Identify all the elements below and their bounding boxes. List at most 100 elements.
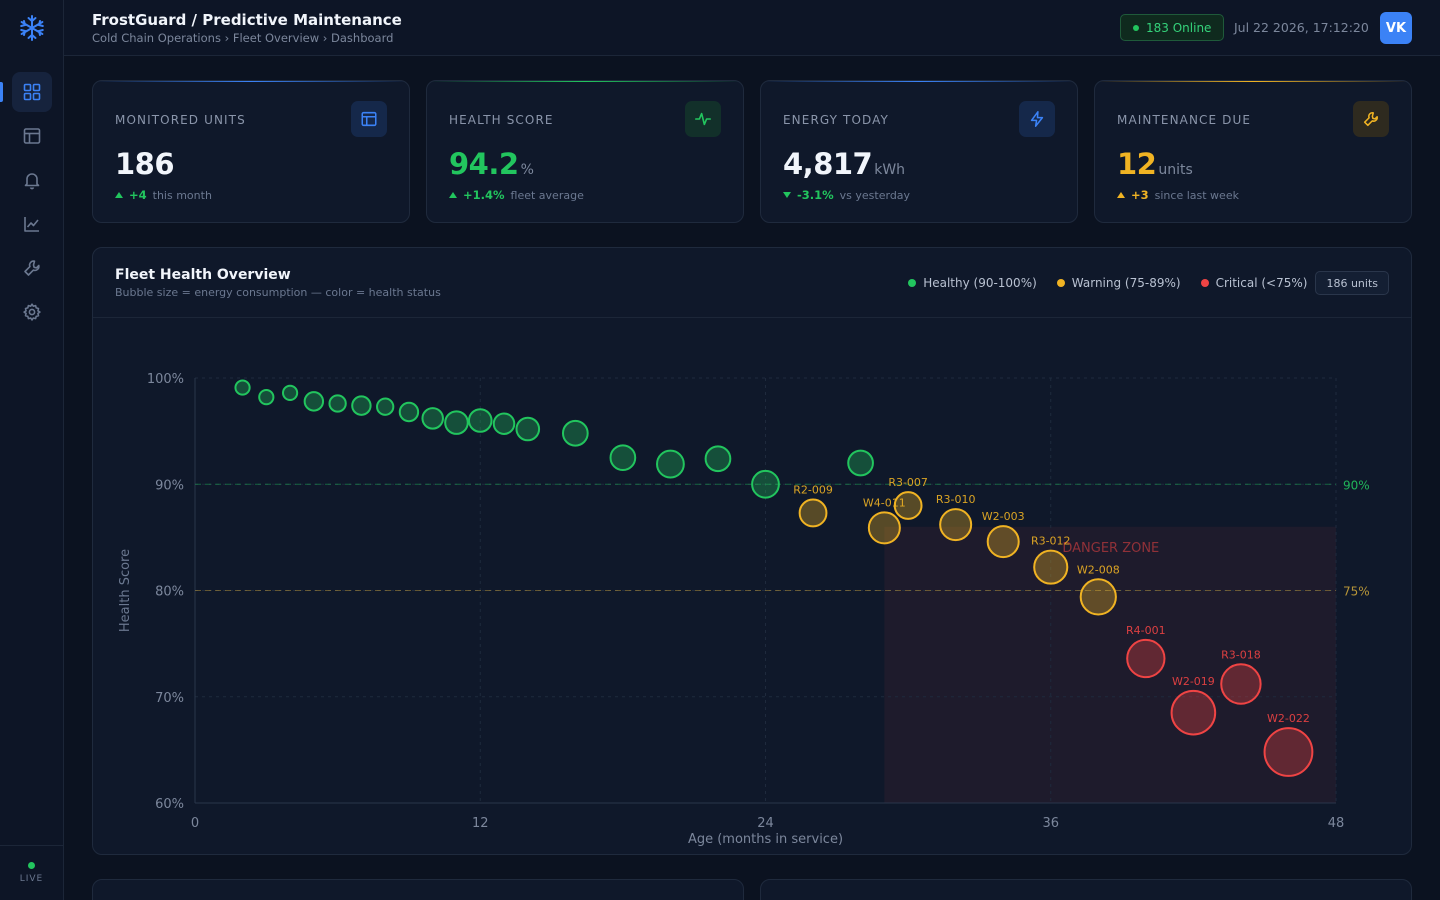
stat-label: MAINTENANCE DUE — [1117, 113, 1252, 127]
bubble-label: R4-001 — [1126, 624, 1166, 637]
danger-zone-label: DANGER ZONE — [1062, 541, 1159, 556]
bubble-healthy[interactable] — [398, 401, 420, 423]
sidebar: LIVE — [0, 0, 64, 900]
nav-analytics[interactable] — [12, 204, 52, 244]
caret-down-icon — [783, 192, 791, 198]
bubble-label: W2-003 — [982, 510, 1025, 523]
stat-card-maintenance-due[interactable]: MAINTENANCE DUE 12 units +3 since last we… — [1094, 80, 1412, 223]
bubble-healthy[interactable] — [303, 391, 325, 412]
bubble-label: W2-019 — [1172, 675, 1215, 688]
stat-icon-container — [351, 101, 387, 137]
chart-legend: Healthy (90-100%) Warning (75-89%) Criti… — [908, 271, 1389, 295]
threshold-label: 75% — [1343, 585, 1370, 599]
card-accent-line — [427, 81, 743, 82]
card-accent-line — [761, 81, 1077, 82]
bubble-warning[interactable] — [1079, 578, 1117, 616]
bubble-warning[interactable] — [867, 511, 901, 545]
nav-layout[interactable] — [12, 116, 52, 156]
legend-critical[interactable]: Critical (<75%) — [1200, 276, 1307, 290]
x-tick-label: 48 — [1328, 816, 1345, 831]
nav-settings[interactable] — [12, 292, 52, 332]
bubble-warning[interactable] — [986, 525, 1020, 559]
bubble-healthy[interactable] — [258, 389, 275, 406]
x-tick-label: 12 — [472, 816, 489, 831]
bubble-label: R3-018 — [1221, 648, 1261, 661]
bubble-label: R2-009 — [793, 484, 833, 497]
online-count: 183 Online — [1146, 20, 1212, 35]
bubble-healthy[interactable] — [444, 410, 469, 435]
wrench-icon — [24, 260, 40, 276]
stat-delta: +3 since last week — [1117, 188, 1239, 202]
bubble-healthy[interactable] — [656, 449, 685, 479]
bubble-healthy[interactable] — [328, 394, 347, 413]
bubble-critical[interactable] — [1263, 727, 1314, 777]
bubble-healthy[interactable] — [492, 412, 516, 435]
stat-label: MONITORED UNITS — [115, 113, 246, 127]
legend-warning[interactable]: Warning (75-89%) — [1056, 276, 1181, 290]
online-status-badge[interactable]: 183 Online — [1120, 14, 1225, 41]
user-avatar[interactable]: VK — [1380, 12, 1412, 44]
stat-delta: +4 this month — [115, 188, 212, 202]
bubble-healthy[interactable] — [421, 407, 444, 430]
danger-zone — [884, 526, 1336, 803]
y-tick-label: 70% — [155, 691, 184, 706]
stat-value: 94.2% — [449, 147, 534, 181]
bubble-warning[interactable] — [798, 498, 828, 528]
bubble-label: W2-008 — [1077, 563, 1120, 576]
y-tick-label: 80% — [155, 585, 184, 600]
caret-up-icon — [115, 192, 123, 198]
bubble-healthy[interactable] — [234, 379, 251, 396]
datetime: Jul 22 2026, 17:12:20 — [1234, 20, 1369, 35]
bubble-critical[interactable] — [1126, 638, 1166, 679]
bubble-label: W4-011 — [863, 496, 906, 509]
bubble-healthy[interactable] — [351, 395, 372, 416]
top-header: FrostGuard / Predictive Maintenance Cold… — [64, 0, 1440, 56]
grid-icon — [23, 83, 41, 101]
breadcrumb[interactable]: Cold Chain Operations › Fleet Overview ›… — [92, 31, 394, 45]
legend-label: Warning (75-89%) — [1071, 276, 1181, 290]
page-title: FrostGuard / Predictive Maintenance — [92, 11, 402, 29]
bubble-healthy[interactable] — [515, 416, 541, 442]
bubble-healthy[interactable] — [847, 449, 874, 477]
nav-alerts[interactable] — [12, 160, 52, 200]
legend-healthy[interactable]: Healthy (90-100%) — [908, 276, 1037, 290]
fleet-health-panel: Fleet Health Overview Bubble size = ener… — [92, 247, 1412, 855]
bubble-warning[interactable] — [1033, 549, 1069, 585]
y-axis-label: Health Score — [118, 549, 133, 632]
wrench-icon — [1363, 112, 1378, 127]
stat-delta: -3.1% vs yesterday — [783, 188, 910, 202]
snowflake-logo-icon[interactable] — [16, 12, 48, 44]
card-accent-line — [1095, 81, 1411, 82]
stat-card-health-score[interactable]: HEALTH SCORE 94.2% +1.4% fleet average — [426, 80, 744, 223]
stat-delta: +1.4% fleet average — [449, 188, 584, 202]
bubble-healthy[interactable] — [704, 445, 732, 473]
activity-icon — [694, 112, 712, 126]
bubble-healthy[interactable] — [751, 469, 780, 499]
bubble-warning[interactable] — [893, 491, 923, 520]
bubble-healthy[interactable] — [561, 419, 589, 447]
legend-dot — [1200, 279, 1209, 287]
stat-label: HEALTH SCORE — [449, 113, 554, 127]
nav-maintenance[interactable] — [12, 248, 52, 288]
x-tick-label: 36 — [1042, 816, 1059, 831]
live-dot — [28, 862, 35, 869]
bubble-critical[interactable] — [1170, 689, 1217, 736]
unit-count-badge: 186 units — [1315, 271, 1389, 295]
stat-card-energy-today[interactable]: ENERGY TODAY 4,817 kWh -3.1% vs yesterday — [760, 80, 1078, 223]
bubble-healthy[interactable] — [609, 444, 637, 472]
stat-icon-container — [1353, 101, 1389, 137]
bubble-healthy[interactable] — [467, 408, 493, 433]
bubble-label: W2-022 — [1267, 712, 1310, 725]
stat-card-monitored-units[interactable]: MONITORED UNITS 186 +4 this month — [92, 80, 410, 223]
bubble-healthy[interactable] — [281, 384, 299, 401]
y-tick-label: 60% — [155, 797, 184, 812]
bubble-healthy[interactable] — [376, 397, 395, 416]
bubble-critical[interactable] — [1220, 663, 1262, 705]
layout-icon — [23, 128, 41, 144]
x-axis-label: Age (months in service) — [688, 832, 843, 847]
bubble-label: R3-010 — [936, 493, 976, 506]
live-indicator: LIVE — [0, 845, 63, 900]
chart-line-icon — [24, 217, 39, 232]
bubble-warning[interactable] — [939, 508, 973, 542]
nav-dashboard[interactable] — [12, 72, 52, 112]
